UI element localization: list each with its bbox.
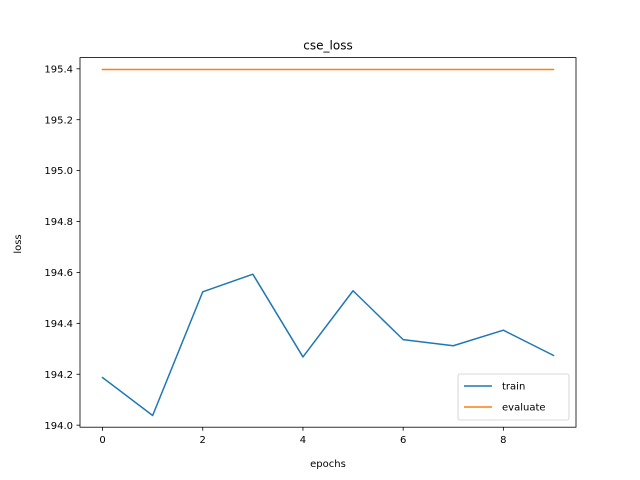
x-tick-label: 8 bbox=[500, 435, 506, 446]
y-tick-label: 194.8 bbox=[44, 217, 73, 228]
plot-area: 0 2 4 6 8 194.0 194.2 194.4 194.6 194.8 195.0 195.2… bbox=[44, 57, 577, 446]
x-axis-label: epochs bbox=[310, 459, 346, 470]
legend-label-train: train bbox=[502, 382, 525, 393]
y-tick-label: 195.4 bbox=[44, 64, 73, 75]
x-tick-label: 4 bbox=[300, 435, 306, 446]
y-tick-label: 194.0 bbox=[44, 421, 73, 432]
chart-title: cse_loss bbox=[303, 39, 352, 53]
y-tick-label: 195.2 bbox=[44, 115, 73, 126]
y-tick-label: 195.0 bbox=[44, 166, 73, 177]
x-tick-label: 0 bbox=[99, 435, 105, 446]
y-tick-label: 194.2 bbox=[44, 370, 73, 381]
legend-label-evaluate: evaluate bbox=[502, 403, 546, 414]
x-tick-label: 6 bbox=[400, 435, 406, 446]
y-tick-label: 194.4 bbox=[44, 319, 73, 330]
y-axis-label: loss bbox=[13, 234, 24, 253]
y-tick-label: 194.6 bbox=[44, 268, 73, 279]
series-line-train bbox=[101, 273, 555, 417]
axes-frame bbox=[79, 57, 577, 428]
legend: train evaluate bbox=[457, 373, 570, 421]
x-tick-label: 2 bbox=[200, 435, 206, 446]
